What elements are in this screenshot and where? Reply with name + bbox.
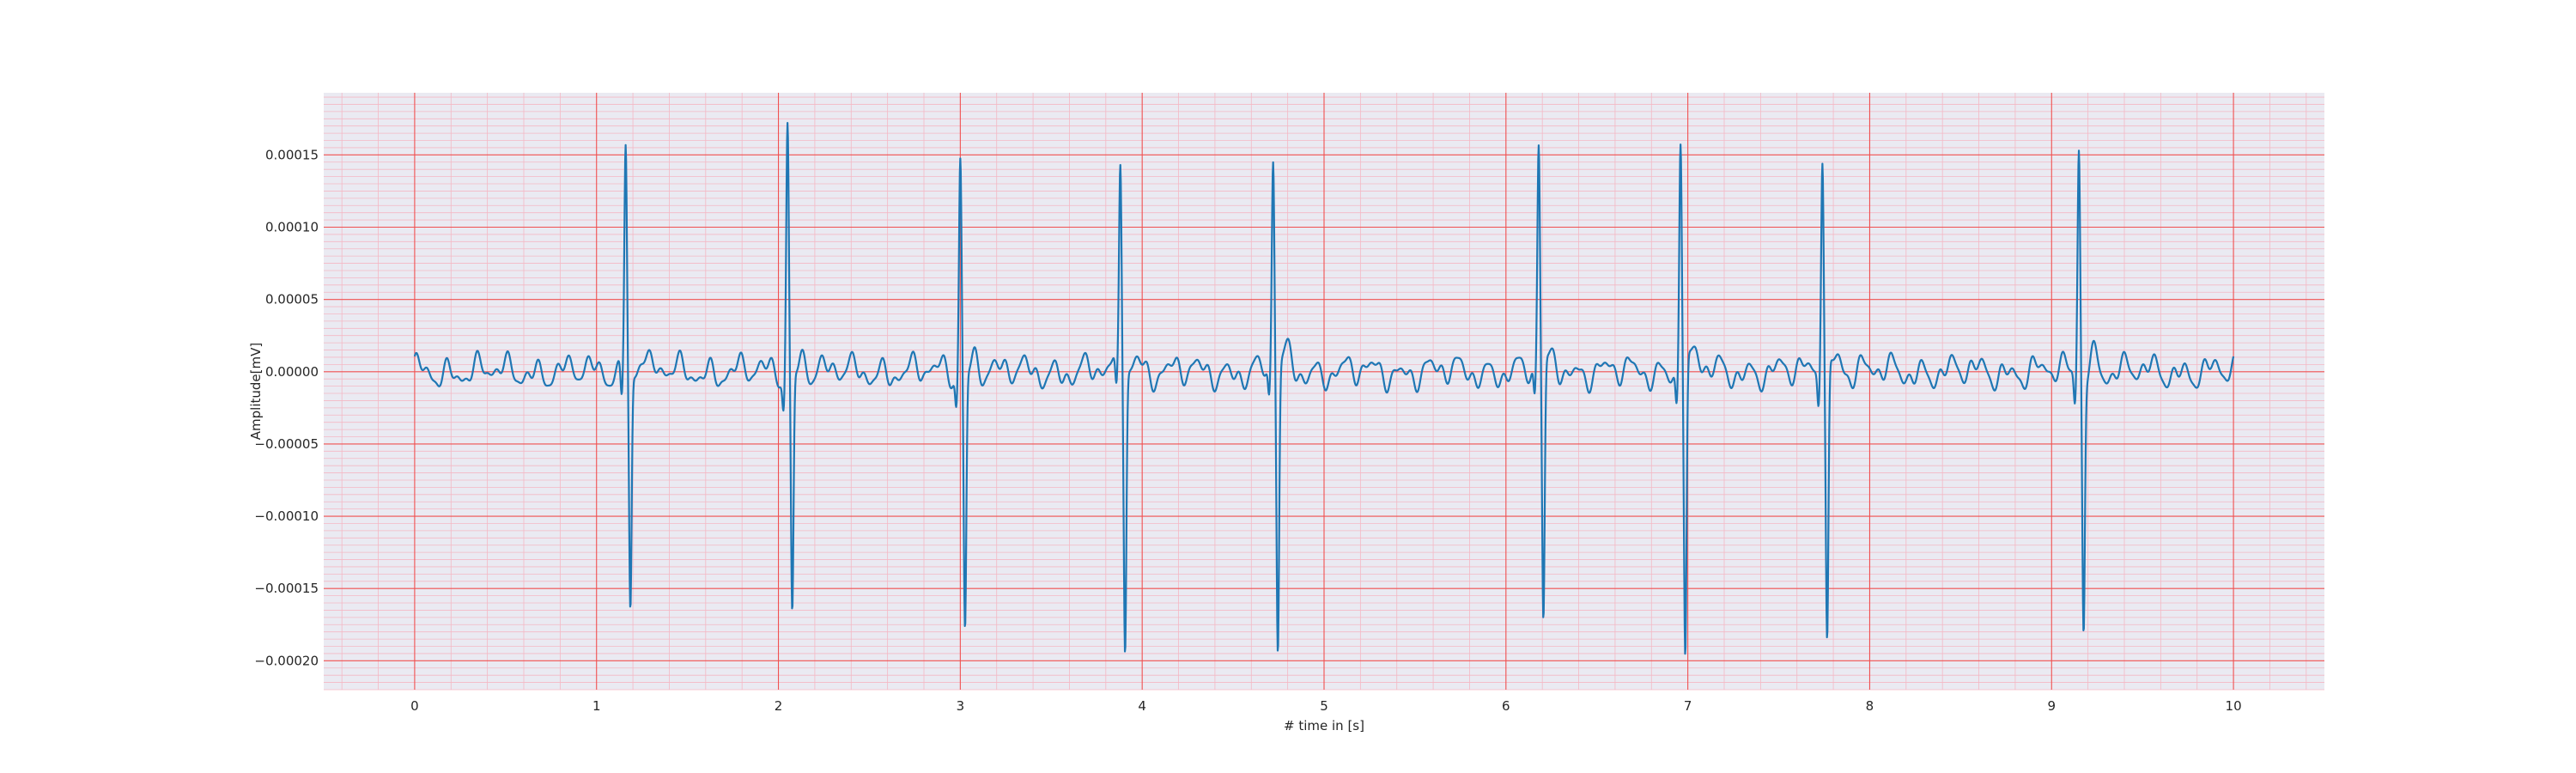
x-tick-label: 5	[1320, 698, 1328, 714]
y-tick-label: 0.00010	[265, 220, 319, 235]
y-tick-label: 0.00015	[265, 147, 319, 162]
y-tick-label: −0.00005	[254, 436, 319, 452]
y-tick-label: −0.00010	[254, 508, 319, 524]
x-tick-label: 7	[1684, 698, 1692, 714]
x-tick-label: 0	[410, 698, 419, 714]
y-tick-label: 0.00000	[265, 364, 319, 380]
x-tick-label: 1	[592, 698, 601, 714]
x-tick-label: 8	[1866, 698, 1874, 714]
y-tick-label: −0.00020	[254, 653, 319, 668]
x-tick-label: 4	[1138, 698, 1146, 714]
y-tick-label: −0.00015	[254, 581, 319, 596]
x-tick-label: 10	[2226, 698, 2242, 714]
x-tick-labels: 0 1 2 3 4 5 6 7 8 9 10	[410, 698, 2242, 714]
x-axis-label: # time in [s]	[1284, 718, 1364, 733]
y-axis-label: Amplitude[mV]	[248, 343, 264, 440]
x-tick-label: 2	[775, 698, 783, 714]
x-tick-label: 3	[957, 698, 965, 714]
x-tick-label: 6	[1502, 698, 1510, 714]
y-tick-label: 0.00005	[265, 292, 319, 307]
x-tick-label: 9	[2047, 698, 2056, 714]
y-tick-labels: 0.00015 0.00010 0.00005 0.00000 −0.00005 −0.0…	[254, 147, 319, 668]
